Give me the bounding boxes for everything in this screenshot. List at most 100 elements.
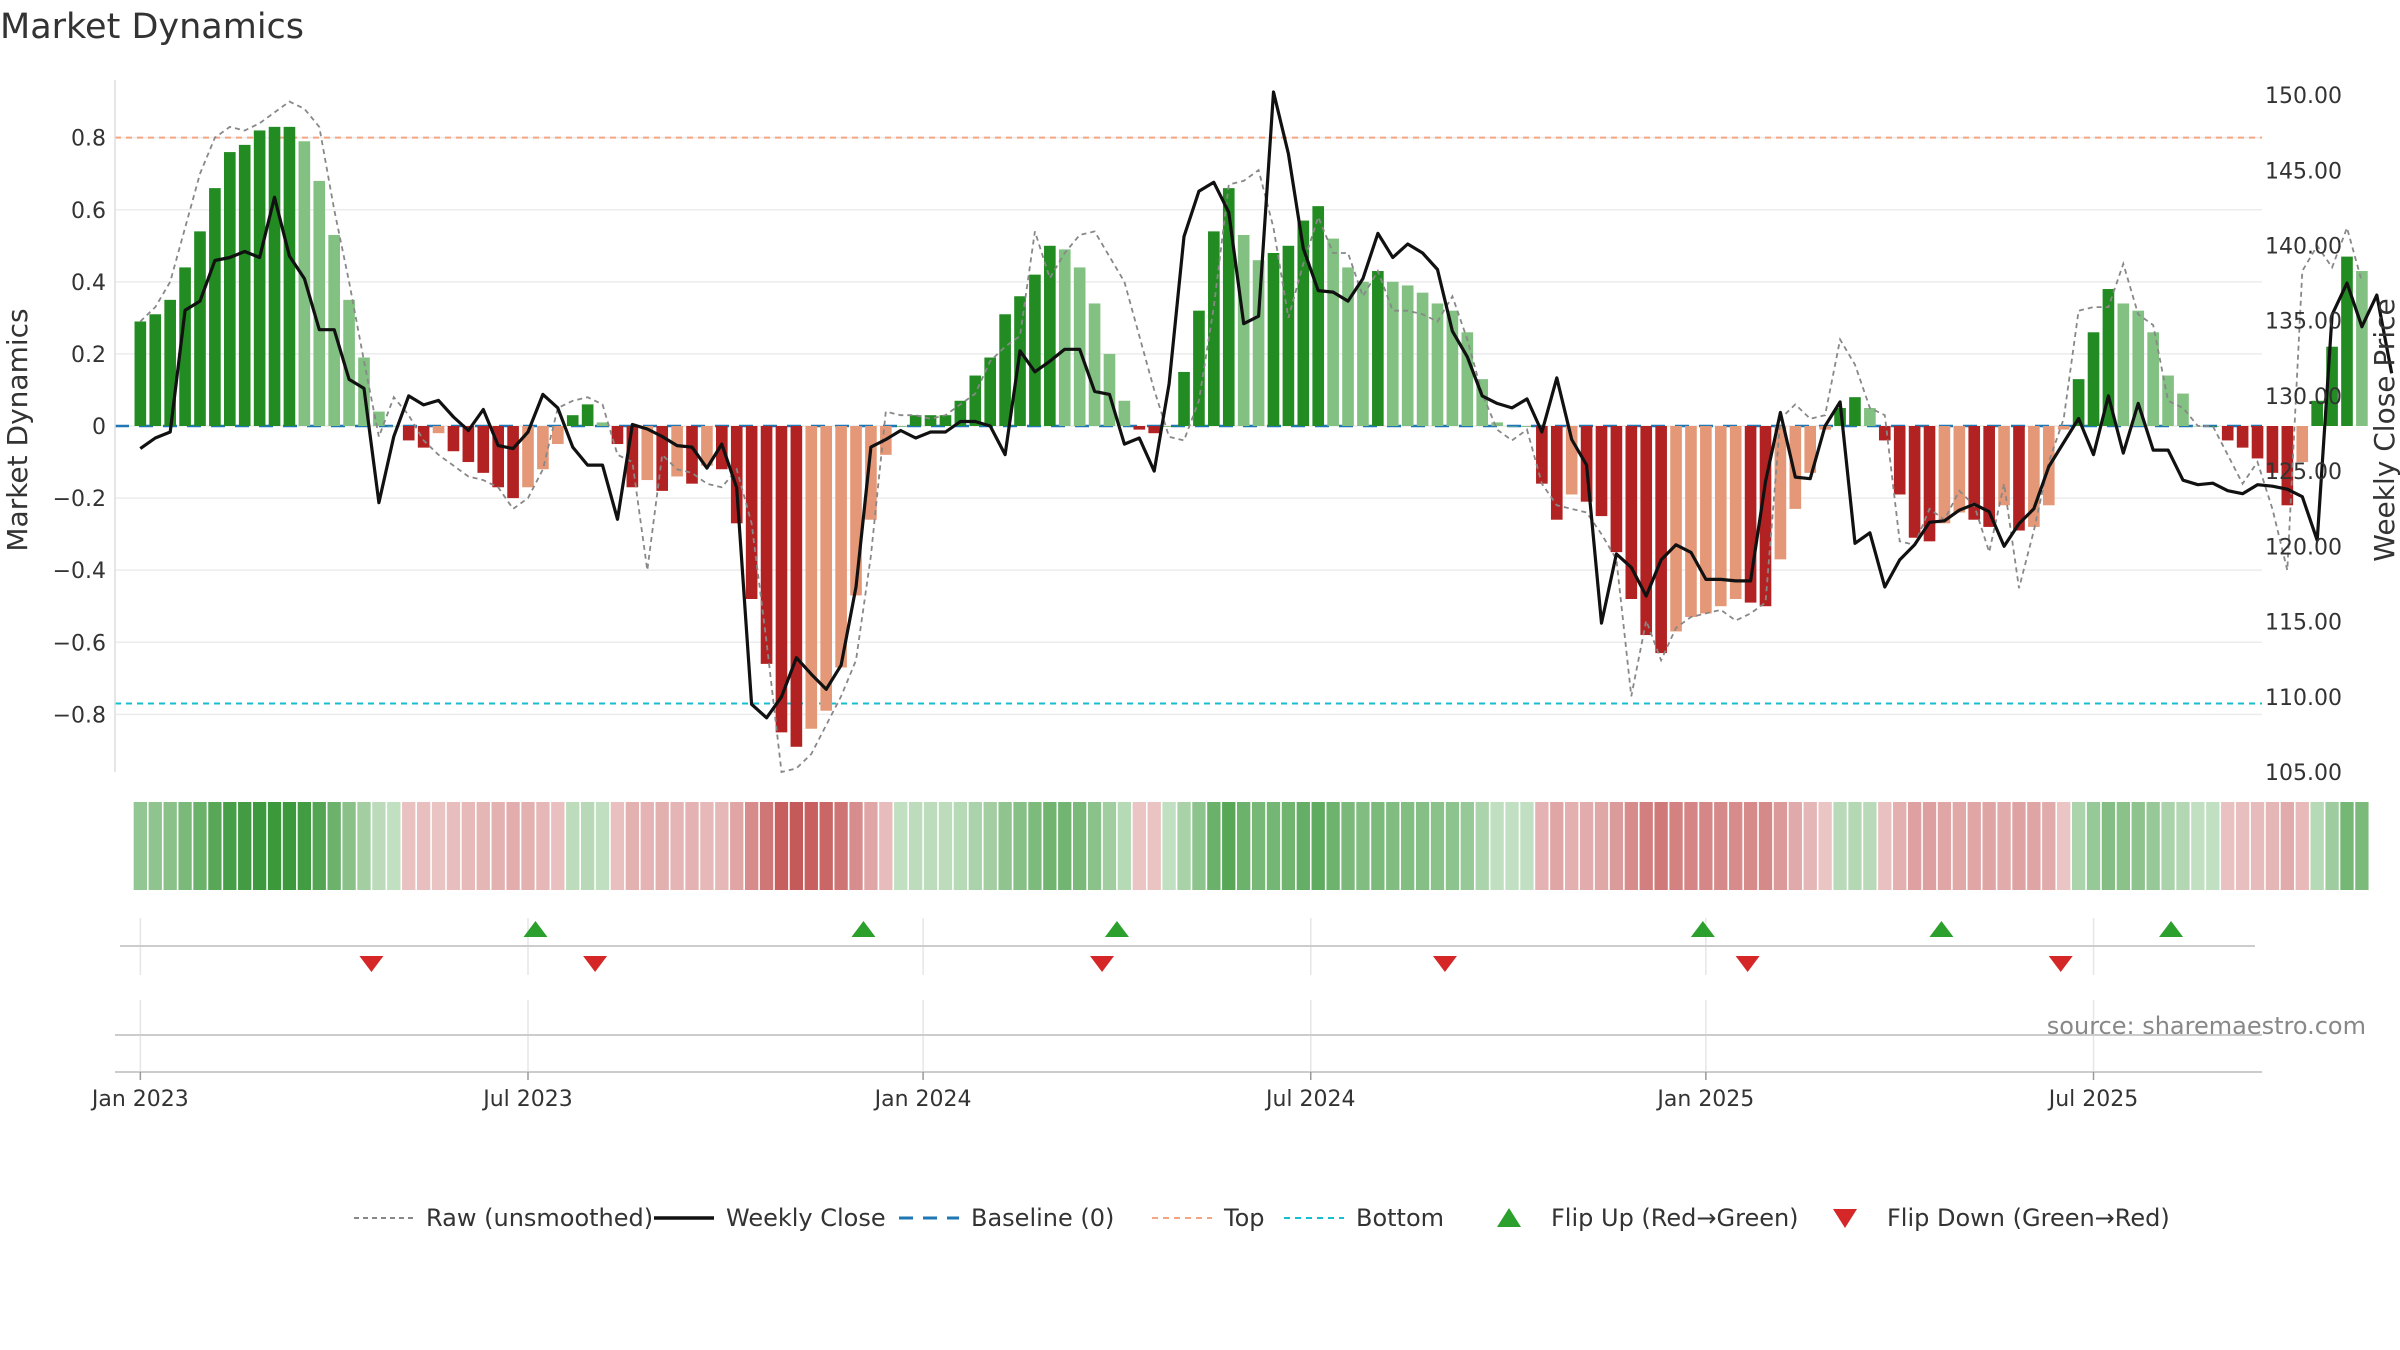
heat-strip-cell [1028,802,1042,890]
flip-down-marker [1432,956,1457,972]
dynamics-bar [1610,426,1623,553]
flip-up-marker [2159,921,2184,937]
heat-strip-cell [1952,802,1966,890]
heat-strip-cell [551,802,565,890]
dynamics-bar [1700,426,1712,614]
dynamics-bar [2341,256,2353,426]
dynamics-bar [2236,426,2249,448]
heat-strip-cell [1967,802,1981,890]
dynamics-bar [2087,332,2100,426]
dynamics-bar [1029,274,1041,426]
heat-strip-cell [1937,802,1952,890]
dynamics-bar [1327,238,1339,426]
heat-strip-cell [2355,802,2369,890]
heat-strip-cell [670,802,684,890]
dynamics-bar [1312,206,1325,426]
dynamics-bar [2028,426,2040,527]
dynamics-bar [283,126,296,427]
heat-strip-cell [1997,802,2011,890]
dynamics-bar [1222,188,1235,426]
dynamics-bar [954,400,967,426]
heat-strip-cell [789,802,804,890]
heat-strip-cell [2131,802,2145,890]
dynamics-bar [1431,303,1444,426]
heat-strip-cell [685,802,699,890]
heat-strip-cell [819,802,833,890]
dynamics-bar [1118,400,1131,426]
dynamics-bar [596,422,609,426]
dynamics-bar [1178,371,1190,426]
heat-strip-cell [133,802,148,890]
heat-strip-cell [1296,802,1310,890]
dynamics-bar [1774,426,1787,560]
heat-strip-cell [506,802,520,890]
heat-strip-cell [774,802,789,890]
dynamics-bar [701,426,713,466]
dynamics-bar [492,426,504,488]
heat-strip-cell [744,802,759,890]
dynamics-bar [2266,426,2279,473]
dynamics-bar [686,426,698,484]
heat-strip-cell [1460,802,1474,890]
heat-strip-cell [2101,802,2116,890]
dynamics-bar [1073,267,1086,426]
dynamics-bar [447,426,460,452]
dynamics-bar [387,426,400,427]
flip-markers-panel [120,918,2255,975]
heat-strip-cell [312,802,326,890]
heat-strip-cell [1237,802,1251,890]
heat-strip-cell [1341,802,1355,890]
y-axis-label-right: Weekly Close Price [2368,298,2400,561]
dynamics-bar [1103,353,1116,426]
heat-strip-cell [342,802,356,890]
y-tick-label-left: 0.2 [71,343,106,368]
heat-strip-cell [446,802,461,890]
heat-strip-cell [1639,802,1653,890]
y-tick-label-left: −0.2 [53,487,106,512]
heat-strip-cell [998,802,1012,890]
heat-strip-cell [1773,802,1788,890]
dynamics-bar [1640,426,1653,636]
dynamics-bar [268,126,281,427]
legend-label: Baseline (0) [971,1204,1114,1232]
dynamics-bar [1849,397,1861,426]
dynamics-bar [1044,245,1056,426]
heat-strip-cell [476,802,490,890]
dynamics-bar [179,267,191,426]
heat-strip-cell [1162,802,1176,890]
dynamics-bar [1297,220,1310,426]
legend-item-top: Top [1152,1204,1265,1232]
heat-strip-cell [1818,802,1832,890]
flip-down-marker [1735,956,1760,972]
dynamics-bar [1476,379,1489,426]
heat-strip-cell [1982,802,1996,890]
heat-strip-cell [163,802,177,890]
bottom-panel: Jan 2023 Jul 2023 Jan 2024 Jul 2024 Jan 2025… [90,1000,2262,1112]
heat-strip-cell [968,802,982,890]
heat-strip-cell [715,802,729,890]
dynamics-bar [149,314,162,426]
dynamics-bar [1342,267,1354,426]
dynamics-bar [1878,426,1891,441]
dynamics-bar [2251,426,2264,459]
heat-strip-cell [1311,802,1325,890]
dynamics-bar [1655,426,1667,654]
heat-strip-cell [282,802,297,890]
heat-strip-cell [1624,802,1638,890]
dynamics-bar [1953,426,1966,513]
heat-strip-cell [252,802,267,890]
x-tick-label: Jul 2024 [1264,1087,1356,1112]
dynamics-bar [432,426,445,434]
heat-strip-cell [580,802,595,890]
y-axis-label-left: Market Dynamics [1,308,34,551]
dynamics-bar [745,426,758,599]
dynamics-bar [2221,426,2234,441]
source-note: source: sharemaestro.com [2047,1012,2366,1040]
y-tick-label-left: −0.8 [53,703,106,728]
series-lines [139,90,2394,774]
y-tick-label-left: 0.6 [71,199,106,224]
dynamics-bar [2206,426,2219,427]
heat-strip-cell [1043,802,1057,890]
dynamics-bar [402,426,415,441]
heat-strip-cell [1684,802,1698,890]
